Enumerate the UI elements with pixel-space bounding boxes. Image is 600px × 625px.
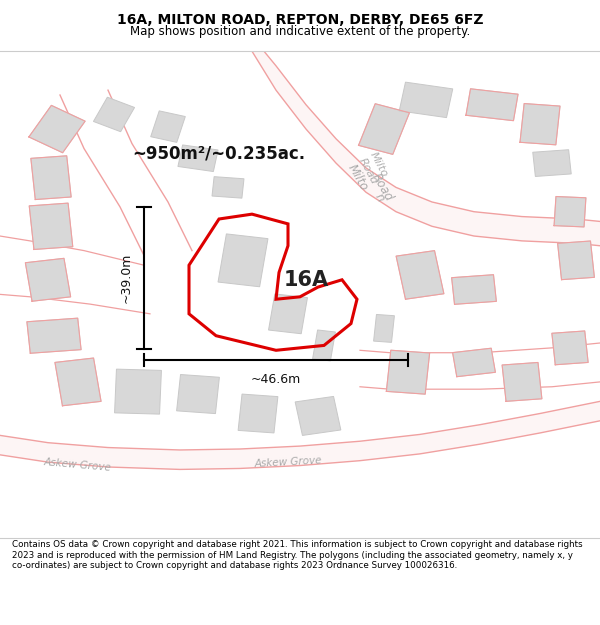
Text: n: n xyxy=(372,191,387,204)
Polygon shape xyxy=(269,294,307,334)
Text: Milto: Milto xyxy=(345,162,371,193)
Polygon shape xyxy=(533,150,571,176)
Polygon shape xyxy=(25,258,71,301)
Polygon shape xyxy=(554,196,586,227)
Polygon shape xyxy=(238,394,278,433)
Polygon shape xyxy=(359,104,409,154)
Polygon shape xyxy=(29,106,85,152)
Text: ~950m²/~0.235ac.: ~950m²/~0.235ac. xyxy=(132,144,305,162)
Text: Map shows position and indicative extent of the property.: Map shows position and indicative extent… xyxy=(130,26,470,39)
Polygon shape xyxy=(218,234,268,287)
Polygon shape xyxy=(520,104,560,145)
Polygon shape xyxy=(399,82,453,118)
Text: Road: Road xyxy=(369,171,395,204)
Polygon shape xyxy=(29,203,73,249)
Text: ~39.0m: ~39.0m xyxy=(119,253,133,303)
Text: 16A: 16A xyxy=(283,270,329,290)
Text: Askew Grove: Askew Grove xyxy=(254,456,322,469)
Polygon shape xyxy=(151,111,185,142)
Polygon shape xyxy=(374,314,394,342)
Polygon shape xyxy=(178,145,218,171)
Polygon shape xyxy=(552,331,588,365)
Polygon shape xyxy=(31,156,71,199)
Polygon shape xyxy=(295,396,341,436)
Polygon shape xyxy=(396,251,444,299)
Polygon shape xyxy=(94,98,134,132)
Polygon shape xyxy=(0,401,600,469)
Polygon shape xyxy=(27,318,81,353)
Text: Askew Grove: Askew Grove xyxy=(44,457,112,472)
Polygon shape xyxy=(386,350,430,394)
Text: Milto
Road: Milto Road xyxy=(357,150,390,186)
Polygon shape xyxy=(452,275,496,304)
Polygon shape xyxy=(313,330,335,361)
Text: Contains OS data © Crown copyright and database right 2021. This information is : Contains OS data © Crown copyright and d… xyxy=(12,540,583,570)
Polygon shape xyxy=(115,369,161,414)
Polygon shape xyxy=(252,51,600,246)
Polygon shape xyxy=(502,362,542,401)
Polygon shape xyxy=(557,241,595,279)
Text: 16A, MILTON ROAD, REPTON, DERBY, DE65 6FZ: 16A, MILTON ROAD, REPTON, DERBY, DE65 6F… xyxy=(117,12,483,27)
Polygon shape xyxy=(176,374,220,414)
Polygon shape xyxy=(452,348,496,377)
Polygon shape xyxy=(466,89,518,121)
Text: ~46.6m: ~46.6m xyxy=(251,373,301,386)
Polygon shape xyxy=(212,177,244,198)
Polygon shape xyxy=(55,358,101,406)
